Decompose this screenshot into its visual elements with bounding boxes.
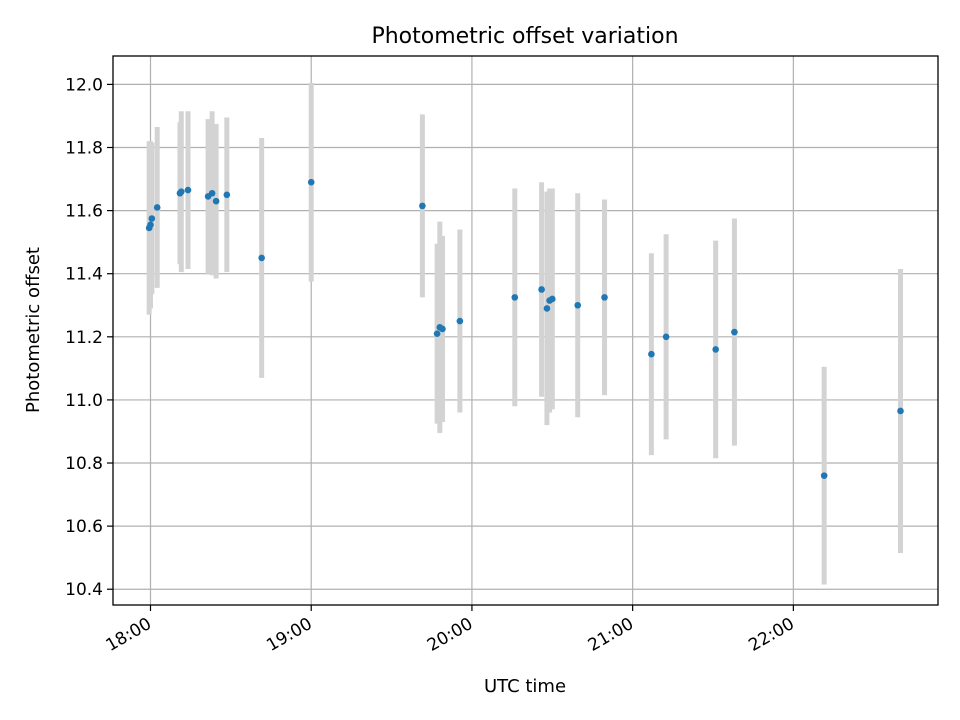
y-tick-label: 11.8 — [65, 139, 103, 159]
data-point — [178, 188, 185, 195]
data-point — [601, 294, 608, 301]
y-tick-label: 11.2 — [65, 328, 103, 348]
data-point — [548, 295, 556, 303]
y-tick-label: 10.8 — [65, 454, 103, 474]
data-point — [208, 189, 216, 197]
y-axis-label: Photometric offset — [23, 247, 44, 413]
y-tick-label: 12.0 — [65, 75, 103, 95]
y-tick-label: 11.4 — [65, 265, 103, 285]
y-tick-label: 10.6 — [65, 517, 103, 537]
data-point — [419, 202, 426, 210]
data-point — [543, 305, 551, 312]
data-point — [662, 333, 670, 341]
data-point — [574, 301, 582, 309]
data-point — [439, 325, 446, 333]
y-tick-label: 11.0 — [65, 391, 103, 411]
x-axis-label: UTC time — [484, 676, 566, 697]
data-point — [153, 204, 161, 211]
y-tick-label: 10.4 — [65, 580, 103, 600]
data-point — [648, 350, 655, 358]
data-point — [212, 197, 220, 205]
data-point — [511, 294, 519, 301]
plot-frame — [112, 55, 939, 606]
data-point — [456, 317, 464, 325]
data-point — [307, 178, 315, 186]
data-point — [258, 254, 265, 262]
data-point — [731, 328, 738, 336]
data-point — [147, 221, 154, 229]
data-point — [712, 346, 719, 353]
data-point — [897, 407, 904, 415]
data-point — [433, 330, 441, 337]
data-point — [820, 472, 828, 479]
chart-title: Photometric offset variation — [371, 24, 678, 49]
y-tick-label: 11.6 — [65, 202, 103, 222]
data-point — [223, 191, 231, 199]
data-point-layer — [145, 178, 904, 479]
data-point — [148, 215, 156, 222]
data-point — [184, 186, 192, 194]
data-point — [538, 286, 545, 293]
